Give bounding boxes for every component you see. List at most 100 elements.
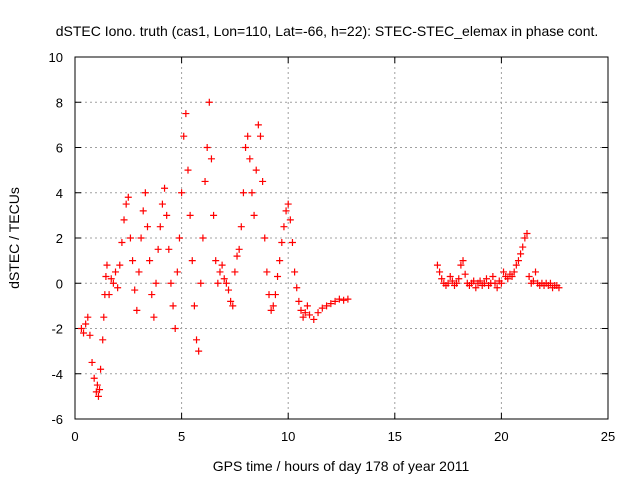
data-point	[497, 279, 505, 287]
data-point	[500, 268, 508, 276]
data-point	[514, 257, 522, 265]
data-point	[433, 261, 441, 269]
data-point	[448, 277, 456, 285]
data-point	[295, 297, 303, 305]
grid-layer	[75, 57, 608, 419]
data-point	[470, 277, 478, 285]
data-point	[310, 315, 318, 323]
data-point	[265, 291, 273, 299]
data-point	[491, 279, 499, 287]
data-point	[188, 257, 196, 265]
y-axis-label: dSTEC / TECUs	[6, 187, 22, 289]
data-point	[318, 304, 326, 312]
data-point	[280, 223, 288, 231]
data-point	[276, 257, 284, 265]
data-point	[126, 234, 134, 242]
data-point	[476, 277, 484, 285]
data-point	[229, 302, 237, 310]
data-point	[90, 374, 98, 382]
data-point	[199, 234, 207, 242]
data-point	[197, 279, 205, 287]
data-point	[220, 275, 228, 283]
data-point	[129, 257, 137, 265]
data-point	[242, 144, 250, 151]
data-point	[282, 207, 290, 215]
data-point	[118, 239, 126, 247]
data-point	[235, 245, 243, 253]
data-point	[169, 302, 177, 310]
data-point	[233, 252, 241, 260]
y-tick-label: -6	[51, 412, 63, 427]
data-point	[323, 302, 331, 310]
data-point	[161, 184, 169, 192]
data-point	[246, 155, 254, 163]
data-point	[291, 268, 299, 276]
data-point	[143, 223, 151, 231]
data-point	[293, 284, 301, 292]
data-series-1	[77, 98, 352, 400]
data-point	[303, 302, 311, 310]
data-point	[102, 272, 110, 280]
data-point	[472, 284, 480, 292]
x-tick-label: 15	[388, 429, 402, 444]
data-point	[167, 279, 175, 287]
data-point	[109, 279, 117, 287]
data-point	[453, 279, 461, 287]
data-point	[146, 257, 154, 265]
data-point	[207, 155, 215, 163]
data-point	[546, 279, 554, 287]
data-point	[195, 347, 203, 355]
data-point	[156, 223, 164, 231]
data-point	[214, 279, 222, 287]
y-tick-label: 2	[56, 231, 63, 246]
data-point	[88, 358, 96, 366]
data-point	[150, 313, 158, 321]
data-point	[327, 300, 335, 308]
data-point	[148, 291, 156, 299]
data-point	[124, 193, 132, 201]
x-tick-label: 10	[281, 429, 295, 444]
y-tick-label: 8	[56, 95, 63, 110]
data-point	[227, 297, 235, 305]
data-point	[555, 284, 563, 292]
data-point	[178, 189, 186, 197]
data-point	[203, 144, 211, 151]
x-axis-label: GPS time / hours of day 178 of year 2011	[213, 458, 470, 474]
data-point	[216, 268, 224, 276]
data-point	[193, 336, 201, 344]
data-point	[107, 275, 115, 283]
tick-layer: 0 5 10 15 20 25 -6 -4 -2 0 2 4 6 8 10	[49, 50, 616, 444]
x-tick-label: 5	[178, 429, 185, 444]
data-point	[446, 272, 454, 280]
data-point	[271, 291, 279, 299]
data-point	[259, 177, 267, 185]
data-point	[299, 313, 307, 321]
data-point	[284, 200, 292, 208]
data-point	[231, 268, 239, 276]
data-point	[139, 207, 147, 215]
data-point	[461, 270, 469, 278]
y-tick-label: -4	[51, 367, 63, 382]
y-tick-label: 0	[56, 276, 63, 291]
data-point	[171, 325, 179, 332]
data-point	[222, 279, 230, 287]
data-point	[105, 291, 113, 299]
data-point	[225, 286, 233, 294]
data-point	[77, 325, 85, 332]
data-point	[94, 392, 102, 400]
data-point	[186, 211, 194, 219]
data-series-2	[433, 229, 563, 292]
data-point	[165, 245, 173, 253]
data-point	[335, 295, 343, 303]
y-tick-label: -2	[51, 322, 63, 337]
data-point	[457, 261, 465, 269]
x-tick-label: 20	[494, 429, 508, 444]
data-point	[256, 132, 264, 140]
data-point	[455, 275, 463, 283]
data-point	[521, 234, 529, 242]
data-point	[100, 313, 108, 321]
y-tick-label: 10	[49, 50, 63, 65]
data-point	[286, 216, 294, 224]
data-point	[84, 313, 92, 321]
